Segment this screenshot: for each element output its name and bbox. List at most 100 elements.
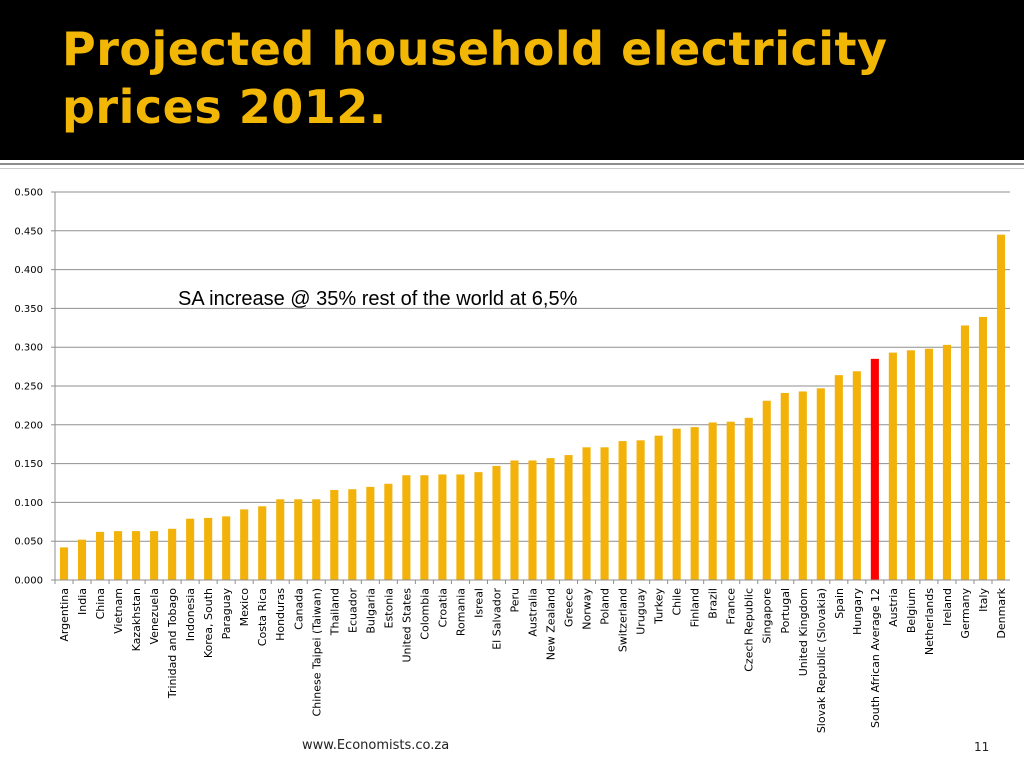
bar bbox=[168, 528, 177, 580]
bar bbox=[924, 348, 933, 580]
x-tick-label: Korea, South bbox=[202, 588, 215, 658]
x-tick-label: France bbox=[725, 588, 738, 625]
bar bbox=[636, 440, 645, 580]
bar bbox=[204, 517, 213, 580]
y-tick-label: 0.450 bbox=[14, 226, 43, 237]
bar bbox=[222, 516, 231, 580]
bar bbox=[672, 428, 681, 580]
x-tick-label: Spain bbox=[833, 588, 846, 619]
y-tick-label: 0.150 bbox=[14, 459, 43, 470]
x-tick-label: India bbox=[76, 588, 89, 615]
bar bbox=[798, 391, 807, 580]
bar bbox=[132, 531, 141, 580]
x-tick-label: Isreal bbox=[472, 588, 485, 618]
title-divider-thin bbox=[0, 168, 1024, 169]
x-tick-label: Switzerland bbox=[617, 588, 630, 652]
bar bbox=[276, 499, 285, 580]
x-tick-label: Greece bbox=[563, 588, 576, 627]
footer-url[interactable]: www.Economists.co.za bbox=[302, 738, 450, 753]
x-tick-label: Brazil bbox=[707, 588, 720, 619]
bar bbox=[240, 509, 249, 580]
y-tick-label: 0.300 bbox=[14, 343, 43, 354]
y-tick-label: 0.400 bbox=[14, 265, 43, 276]
x-tick-label: Denmark bbox=[995, 587, 1008, 638]
x-tick-label: Czech Republic bbox=[743, 588, 756, 672]
bars bbox=[59, 234, 1006, 580]
bar bbox=[77, 539, 87, 580]
bar bbox=[780, 392, 789, 580]
bar bbox=[330, 489, 339, 580]
x-tick-label: Ecuador bbox=[346, 588, 359, 633]
y-tick-label: 0.100 bbox=[14, 498, 43, 509]
bar bbox=[906, 350, 915, 580]
bar bbox=[438, 474, 447, 580]
x-tick-label: Slovak Republic (Slovakia) bbox=[815, 588, 828, 733]
bar bbox=[95, 531, 105, 580]
x-tick-label: United Kingdom bbox=[797, 588, 810, 676]
x-tick-label: Hungary bbox=[851, 588, 864, 635]
bar bbox=[384, 483, 393, 580]
bar bbox=[654, 435, 663, 580]
bar bbox=[510, 460, 519, 580]
x-tick-label: New Zealand bbox=[545, 588, 558, 660]
bar bbox=[582, 447, 591, 580]
x-tick-label: Netherlands bbox=[923, 588, 936, 655]
bar bbox=[312, 499, 321, 580]
x-tick-label: El Salvador bbox=[490, 588, 503, 650]
bar bbox=[546, 458, 555, 580]
x-tick-label: Uruguay bbox=[635, 588, 648, 635]
bar bbox=[600, 447, 609, 580]
bar bbox=[888, 352, 897, 580]
bar bbox=[960, 325, 970, 580]
x-tick-label: Thailand bbox=[328, 588, 341, 636]
x-tick-label: Costa Rica bbox=[256, 588, 269, 646]
x-axis-tick-labels: Argentina India China Vietnam Kazakhstan Vene… bbox=[54, 580, 1008, 733]
x-tick-label: Paraguay bbox=[220, 588, 233, 640]
bar bbox=[150, 531, 159, 580]
bar bbox=[690, 427, 699, 580]
x-tick-label: Norway bbox=[581, 588, 594, 630]
bar bbox=[258, 506, 267, 580]
x-tick-label: Chinese Taipei (Taiwan) bbox=[310, 588, 323, 716]
page-number: 11 bbox=[974, 740, 990, 754]
bar bbox=[996, 234, 1006, 580]
x-tick-label: Finland bbox=[689, 588, 702, 627]
x-tick-label: Turkey bbox=[653, 588, 666, 625]
bar bbox=[348, 489, 357, 580]
bar bbox=[762, 400, 771, 580]
slide-title: Projected household electricity prices 2… bbox=[62, 22, 888, 134]
bar bbox=[528, 460, 537, 580]
x-tick-label: Canada bbox=[292, 588, 305, 630]
x-tick-label: Bulgaria bbox=[364, 588, 377, 634]
x-tick-label: Ireland bbox=[941, 588, 954, 626]
bar bbox=[816, 388, 825, 580]
bar bbox=[726, 421, 735, 580]
bar bbox=[59, 547, 69, 580]
y-tick-label: 0.000 bbox=[14, 576, 43, 587]
x-tick-label: Estonia bbox=[382, 588, 395, 629]
x-tick-label: Indonesia bbox=[184, 588, 197, 641]
title-divider bbox=[0, 163, 1024, 165]
bar bbox=[618, 441, 627, 580]
x-tick-label: Venezuela bbox=[148, 588, 161, 645]
bar bbox=[492, 465, 501, 580]
x-tick-label: Croatia bbox=[436, 588, 449, 628]
bar bbox=[366, 486, 375, 580]
y-axis-tick-labels: 0.000 0.050 0.100 0.150 0.200 0.250 0.300 0.350… bbox=[14, 188, 43, 587]
title-bar: Projected household electricity prices 2… bbox=[0, 0, 1024, 160]
x-tick-label: Poland bbox=[599, 588, 612, 625]
bar bbox=[834, 375, 843, 580]
bar bbox=[456, 474, 465, 580]
bar bbox=[186, 518, 195, 580]
electricity-price-bar-chart: 0.000 0.050 0.100 0.150 0.200 0.250 0.300 0.350… bbox=[14, 188, 1010, 733]
bar bbox=[474, 472, 483, 580]
y-tick-label: 0.500 bbox=[14, 188, 43, 199]
bar bbox=[114, 531, 123, 580]
y-tick-label: 0.200 bbox=[14, 420, 43, 431]
x-tick-label: South African Average 12 bbox=[869, 588, 882, 728]
x-tick-label: Vietnam bbox=[112, 588, 125, 634]
highlighted-bar bbox=[870, 358, 879, 580]
x-tick-label: Chile bbox=[671, 588, 684, 616]
bar bbox=[978, 316, 988, 580]
x-tick-label: Portugal bbox=[779, 588, 792, 634]
